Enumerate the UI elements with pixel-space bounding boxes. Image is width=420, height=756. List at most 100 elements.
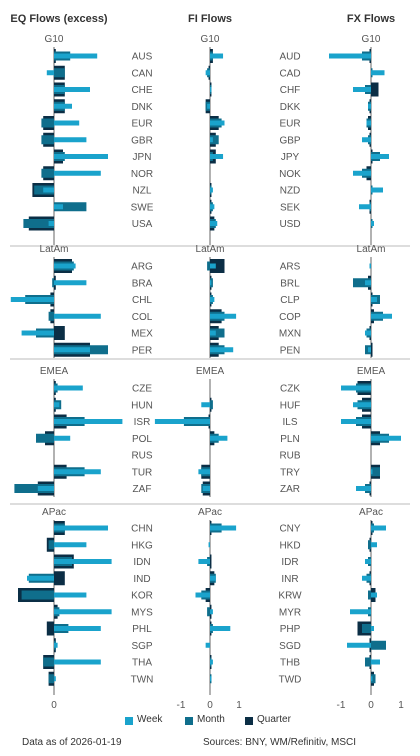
legend-month-label: Month <box>197 714 225 725</box>
bar-quarter <box>54 571 65 586</box>
bar-week <box>54 170 101 176</box>
bar-month <box>54 202 87 212</box>
bar-week <box>201 402 210 408</box>
category-label: AUS <box>132 52 153 63</box>
bar-week <box>54 120 80 126</box>
bar-week <box>365 280 371 286</box>
region-title: APac <box>198 507 222 518</box>
category-label: EUR <box>279 119 300 130</box>
legend: Week Month Quarter <box>0 714 420 730</box>
bar-week <box>210 154 224 159</box>
region-title: EMEA <box>196 366 225 377</box>
region-title: LatAm <box>196 244 225 255</box>
bar-month <box>14 484 54 493</box>
bar-week <box>205 70 210 76</box>
bar-month <box>207 607 210 617</box>
bar-week <box>54 347 90 353</box>
bar-week <box>43 187 54 193</box>
bar-quarter <box>46 621 54 636</box>
bar-week <box>353 170 371 176</box>
bar-week <box>205 642 210 648</box>
bar-month <box>36 433 54 443</box>
category-label: PHP <box>280 624 301 635</box>
category-label: IND <box>133 574 150 585</box>
category-label: PHL <box>132 624 152 635</box>
bar-month <box>23 219 54 228</box>
bar-week <box>369 263 371 269</box>
category-label: IDR <box>281 557 298 568</box>
bar-week <box>371 676 373 682</box>
bar-week <box>21 330 55 336</box>
bar-week <box>46 70 54 76</box>
bar-month <box>48 674 54 684</box>
x-tick-label: -1 <box>337 700 346 711</box>
bar-month <box>210 328 225 338</box>
category-label: PEN <box>280 345 301 356</box>
bar-week <box>210 297 215 302</box>
bar-week <box>365 330 371 336</box>
bar-week <box>10 297 55 302</box>
bar-month <box>207 261 210 271</box>
bar-week <box>54 385 83 391</box>
region-title: EMEA <box>357 366 386 377</box>
bar-week <box>210 137 213 143</box>
category-label: GBP <box>279 135 300 146</box>
bar-week <box>210 659 213 665</box>
category-label: MXN <box>279 329 301 340</box>
legend-week-swatch <box>125 717 133 725</box>
region-title: APac <box>359 507 383 518</box>
category-label: ILS <box>282 417 297 428</box>
category-label: GBR <box>131 135 153 146</box>
bar-week <box>371 659 380 665</box>
legend-quarter-swatch <box>245 717 253 725</box>
bar-week <box>210 676 212 682</box>
bar-month <box>371 640 386 650</box>
category-label: MYR <box>279 607 301 618</box>
category-label: POL <box>132 434 152 445</box>
bar-week <box>371 70 385 76</box>
category-label: TWN <box>131 674 154 685</box>
x-tick-label: 0 <box>368 700 374 711</box>
bar-week <box>54 263 76 269</box>
category-label: CLP <box>280 295 300 306</box>
category-label: HUN <box>131 400 153 411</box>
bar-week <box>210 525 237 531</box>
region-title: G10 <box>201 34 220 45</box>
region-title: LatAm <box>40 244 69 255</box>
category-label: CZK <box>280 384 300 395</box>
bar-week <box>359 204 371 210</box>
bar-week <box>37 486 54 491</box>
bar-week <box>198 559 210 564</box>
category-label: AUD <box>279 52 300 63</box>
bar-week <box>210 120 225 126</box>
bar-week <box>210 575 216 581</box>
bar-month <box>48 311 54 321</box>
bar-quarter <box>210 259 225 273</box>
x-tick-label: 0 <box>207 700 213 711</box>
bar-month <box>210 400 213 410</box>
category-label: HUF <box>280 400 301 411</box>
category-label: ARS <box>280 262 301 273</box>
bar-week <box>195 592 210 598</box>
bar-week <box>54 419 123 424</box>
bar-week <box>54 626 101 631</box>
bar-week <box>54 87 90 92</box>
region-title: APac <box>42 507 66 518</box>
bar-week <box>371 154 389 159</box>
bar-month <box>210 135 219 145</box>
category-label: ZAR <box>280 484 300 495</box>
category-label: CAN <box>131 68 152 79</box>
category-label: NOK <box>279 169 301 180</box>
bar-month <box>362 624 371 633</box>
bar-week <box>210 347 234 353</box>
category-label: CAD <box>279 68 300 79</box>
bar-week <box>54 469 101 475</box>
bar-week <box>210 626 231 631</box>
legend-month-swatch <box>185 717 193 725</box>
bar-week <box>210 609 213 615</box>
category-label: PLN <box>280 434 299 445</box>
category-label: IDN <box>133 557 150 568</box>
legend-quarter-label: Quarter <box>257 714 291 725</box>
bar-quarter <box>54 326 65 340</box>
category-label: SWE <box>131 202 154 213</box>
